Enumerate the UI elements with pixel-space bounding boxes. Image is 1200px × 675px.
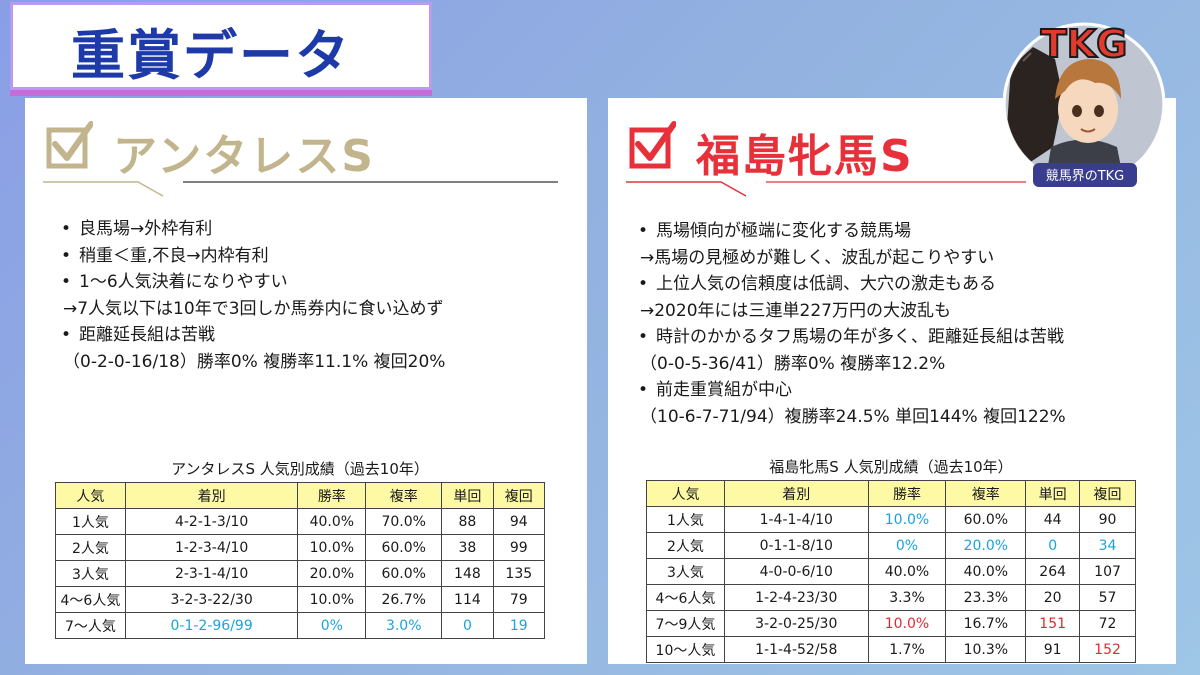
point-item: • 馬場傾向が極端に変化する競馬場 [638, 218, 1066, 245]
table-row: 10～人気 1-1-4-52/58 1.7% 10.3% 91 152 [646, 636, 1136, 663]
bullet-icon: • [61, 272, 72, 292]
race-title: アンタレスS [113, 131, 375, 182]
bullet-icon: • [638, 221, 649, 241]
analysis-points: • 良馬場→外枠有利 • 稍重＜重,不良→内枠有利 • 1～6人気決着になりやすい →… [61, 216, 445, 375]
point-item: • 時計のかかるタフ馬場の年が多く、距離延長組は苦戦 [638, 324, 1066, 351]
avatar-caption: 競馬界のTKG [1046, 169, 1125, 184]
table-row: 4～6人気 1-2-4-23/30 3.3% 23.3% 20 57 [646, 584, 1136, 611]
table-row: 2人気 1-2-3-4/10 10.0% 60.0% 38 99 [55, 534, 546, 561]
table-row: 2人気 0-1-1-8/10 0% 20.0% 0 34 [646, 532, 1136, 559]
bullet-icon: • [61, 325, 72, 345]
table-row: 7～9人気 3-2-0-25/30 10.0% 16.7% 151 72 [646, 610, 1136, 637]
table-row: 3人気 4-0-0-6/10 40.0% 40.0% 264 107 [646, 558, 1136, 585]
point-subtext: →2020年には三連単227万円の大波乱も [640, 300, 951, 321]
point-subtext: →馬場の見極めが難しく、波乱が起こりやすい [640, 247, 995, 268]
title-underline [626, 181, 1026, 197]
table-header-row: 人気 着別 勝率 複率 単回 複回 [646, 480, 1136, 507]
point-item: • 前走重賞組が中心 [638, 377, 1066, 404]
table-row: 4～6人気 3-2-3-22/30 10.0% 26.7% 114 79 [55, 586, 546, 613]
popularity-table: 人気 着別 勝率 複率 単回 複回 1人気 4-2-1-3/10 40.0% 70.0… [55, 482, 546, 639]
popularity-table: 人気 着別 勝率 複率 単回 複回 1人気 1-4-1-4/10 10.0% 60.0… [646, 480, 1136, 663]
point-item: • 上位人気の信頼度は低調、大穴の激走もある [638, 271, 1066, 298]
tkg-logo: TKG [1041, 22, 1128, 66]
point-item: • 稍重＜重,不良→内枠有利 [61, 243, 445, 270]
analysis-points: • 馬場傾向が極端に変化する競馬場 →馬場の見極めが難しく、波乱が起こりやすい •… [638, 218, 1066, 430]
table-header-row: 人気 着別 勝率 複率 単回 複回 [55, 482, 546, 509]
bullet-icon: • [61, 245, 72, 266]
point-subtext: （10-6-7-71/94）複勝率24.5% 単回144% 複回122% [640, 406, 1066, 427]
table-row: 1人気 1-4-1-4/10 10.0% 60.0% 44 90 [646, 506, 1136, 533]
point-item: • 良馬場→外枠有利 [61, 216, 445, 243]
bullet-icon: • [638, 274, 649, 294]
point-item: • 距離延長組は苦戦 [61, 322, 445, 349]
point-item: • 1～6人気決着になりやすい [61, 269, 445, 296]
table-row: 7～人気 0-1-2-96/99 0% 3.0% 0 19 [55, 612, 546, 639]
bullet-icon: • [638, 380, 649, 400]
tkg-avatar: TKG 競馬界のTKG [1003, 21, 1165, 187]
bullet-icon: • [638, 327, 649, 347]
table-row: 3人気 2-3-1-4/10 20.0% 60.0% 148 135 [55, 560, 546, 587]
page-title: 重賞データ [71, 24, 351, 87]
table-row: 1人気 4-2-1-3/10 40.0% 70.0% 88 94 [55, 508, 546, 535]
checkbox-icon [46, 121, 93, 169]
fukushima-panel: 福島牝馬S • 馬場傾向が極端に変化する競馬場 →馬場の見極めが難しく、波乱が起こ… [608, 98, 1176, 664]
checkbox-icon [629, 121, 676, 169]
point-subtext: （0-2-0-16/18）勝率0% 複勝率11.1% 複回20% [63, 351, 446, 372]
title-underline [43, 181, 558, 197]
table-caption: 福島牝馬S 人気別成績（過去10年） [769, 458, 1013, 476]
table-caption: アンタレスS 人気別成績（過去10年） [171, 460, 429, 478]
header-banner: 重賞データ [10, 2, 432, 90]
point-subtext: （0-0-5-36/41）勝率0% 複勝率12.2% [640, 353, 946, 374]
race-title: 福島牝馬S [696, 131, 914, 182]
bullet-icon: • [61, 219, 72, 239]
antares-panel: アンタレスS • 良馬場→外枠有利 • 稍重＜重,不良→内枠有利 • 1～6人気決着に… [25, 98, 587, 664]
point-subtext: →7人気以下は10年で3回しか馬券内に食い込めず [63, 298, 444, 319]
